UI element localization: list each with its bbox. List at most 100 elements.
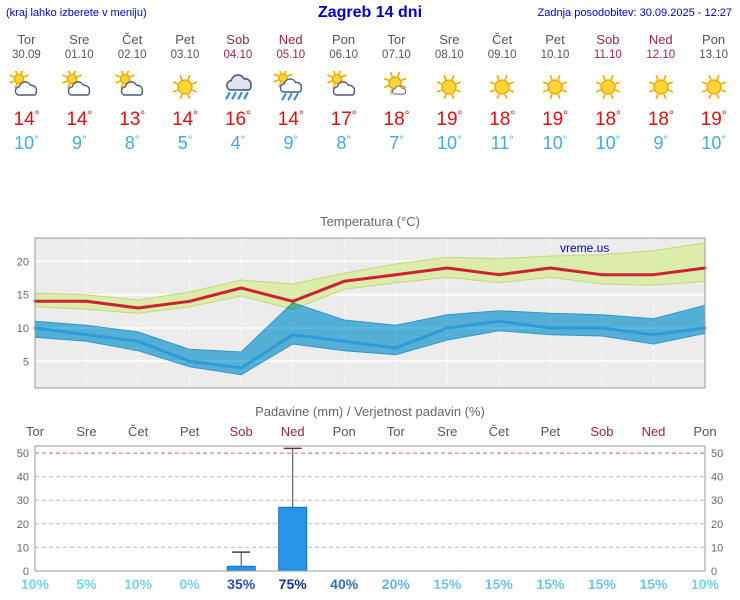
sun-shower-icon [264, 68, 317, 103]
day-name: Tor [17, 32, 36, 47]
location-menu-note: (kraj lahko izberete v meniju) [6, 7, 147, 19]
temp-min-value: 10° [701, 133, 726, 153]
day-date: 02.10 [117, 49, 147, 61]
last-update-timestamp: Zadnja posodobitev: 30.09.2025 - 12:27 [537, 7, 732, 19]
temp-max-value: 19° [542, 109, 568, 130]
precip-day-label: Sob [229, 424, 253, 439]
watermark-link[interactable]: vreme.us [560, 241, 609, 255]
day-name: Pet [545, 32, 565, 47]
day-date: 01.10 [64, 49, 94, 61]
precip-probability-value: 75% [278, 576, 307, 592]
temp-max-line [33, 266, 707, 310]
temp-ytick-label: 10 [17, 323, 29, 335]
temperature-chart-title: Temperatura (°C) [320, 214, 420, 229]
temp-max-value: 16° [224, 109, 251, 130]
precip-ytick-left: 30 [17, 495, 29, 507]
temp-max-value: 14° [66, 109, 93, 130]
day-name: Pon [332, 32, 356, 47]
partly-cloudy-icon [53, 69, 106, 103]
sunny-icon [159, 71, 212, 103]
precip-probability-value: 5% [76, 576, 97, 592]
forecast-day-column: Sre 08.10 19° 10° [423, 32, 476, 154]
precipitation-chart: 0 0 10 10 20 20 30 30 40 40 50 50 [17, 445, 723, 576]
forecast-day-column: Sob 11.10 18° 10° [581, 32, 634, 154]
temp-max-value: 18° [383, 109, 410, 130]
precip-probability-value: 15% [536, 576, 565, 592]
day-date: 11.10 [593, 49, 622, 61]
temp-max-value: 18° [594, 109, 621, 130]
temp-min-value: 10° [595, 133, 621, 153]
day-name: Pon [702, 32, 726, 47]
precip-day-label: Sob [590, 424, 614, 439]
forecast-day-column: Tor 07.10 18° 7° [370, 32, 423, 154]
precip-ytick-right: 30 [711, 495, 723, 507]
precip-probability-value: 15% [433, 576, 462, 592]
day-date: 13.10 [699, 49, 728, 61]
temp-min-value: 11° [490, 133, 514, 153]
temp-min-value: 4° [230, 133, 246, 153]
precip-day-label: Tor [25, 424, 45, 439]
sunny-icon [476, 71, 529, 103]
temp-min-value: 9° [653, 133, 668, 153]
precip-day-label: Ned [280, 424, 305, 439]
day-date: 30.09 [12, 49, 41, 61]
precip-day-label: Pet [540, 424, 561, 439]
precip-day-label: Čet [488, 424, 509, 439]
sunny-icon [529, 71, 582, 103]
forecast-day-column: Čet 09.10 18° 11° [476, 32, 529, 154]
precip-ytick-right: 40 [711, 472, 723, 484]
temp-max-value: 17° [330, 109, 357, 130]
mostly-sunny-icon [370, 71, 423, 103]
forecast-day-column: Ned 05.10 14° 9° [264, 32, 317, 154]
precip-day-label: Sre [437, 424, 458, 439]
temp-min-line [33, 319, 707, 370]
precip-bar [226, 565, 256, 572]
temp-min-value: 10° [542, 133, 568, 153]
precip-day-label: Pon [693, 424, 717, 439]
day-date: 07.10 [382, 49, 411, 61]
precipitation-chart-title: Padavine (mm) / Verjetnost padavin (%) [255, 404, 485, 419]
temp-max-value: 19° [700, 109, 727, 130]
temp-min-value: 5° [177, 133, 193, 153]
rain-icon [211, 71, 264, 103]
day-date: 09.10 [487, 49, 517, 61]
temp-max-value: 19° [436, 109, 463, 130]
day-date: 04.10 [223, 49, 253, 61]
precip-plot-frame [34, 445, 706, 572]
temp-min-value: 9° [72, 133, 87, 153]
precip-probability-value: 15% [639, 576, 668, 592]
precip-day-label: Pet [179, 424, 200, 439]
day-name: Čet [492, 32, 513, 47]
partly-cloudy-icon [0, 69, 53, 103]
precip-ytick-right: 20 [711, 519, 723, 531]
precip-probability-value: 10% [20, 576, 50, 592]
sunny-icon [581, 71, 634, 103]
day-name: Sre [69, 32, 90, 47]
precip-probability-value: 10% [124, 576, 153, 592]
sunny-icon [634, 71, 687, 103]
temp-min-value: 8° [336, 133, 351, 153]
temp-max-value: 14° [277, 109, 304, 130]
temp-max-value: 14° [172, 109, 198, 130]
precip-probability-value: 0% [179, 576, 200, 592]
forecast-day-column: Pon 13.10 19° 10° [687, 32, 740, 154]
temp-min-value: 7° [389, 133, 404, 153]
precip-probability-value: 10% [690, 576, 720, 592]
temp-min-value: 9° [283, 133, 298, 153]
temp-min-value: 10° [437, 133, 462, 153]
partly-cloudy-icon [317, 69, 370, 103]
precip-ytick-right: 10 [711, 542, 723, 554]
day-name: Ned [648, 32, 673, 47]
day-name: Sob [596, 32, 620, 47]
forecast-day-column: Tor 30.09 14° 10° [0, 32, 53, 154]
precip-plot-area [35, 446, 705, 571]
precip-day-label: Čet [127, 424, 149, 439]
day-date: 12.10 [646, 49, 676, 61]
precip-day-label: Ned [641, 424, 666, 439]
precip-ytick-left: 0 [23, 566, 29, 576]
precip-day-label-row: Tor Sre Čet Pet Sob Ned Pon Tor Sre Čet Pet Sob Ned P… [0, 424, 740, 440]
precip-probability-value: 40% [330, 576, 359, 592]
temp-max-value: 18° [489, 109, 516, 130]
day-name: Pet [175, 32, 195, 47]
precip-day-label: Pon [332, 424, 356, 439]
